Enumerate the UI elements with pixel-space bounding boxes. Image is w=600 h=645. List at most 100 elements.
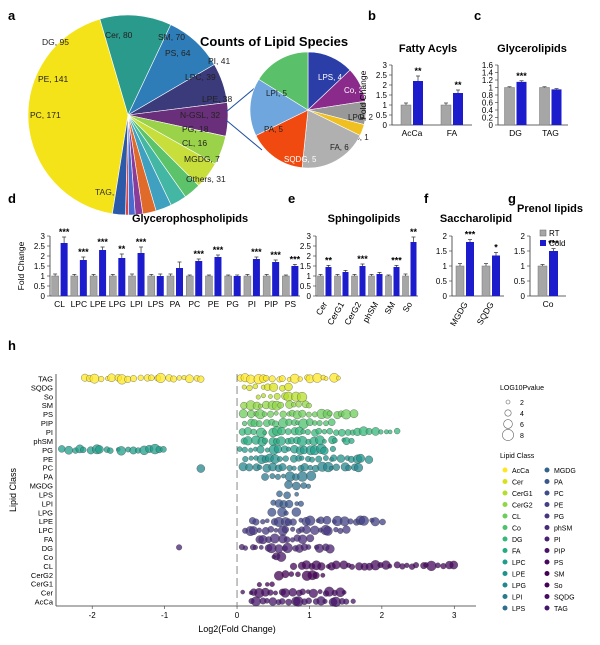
y-tick-label: 0	[521, 292, 526, 301]
category-label: PC	[188, 299, 200, 309]
class-legend-dot	[544, 490, 550, 496]
bubble	[258, 545, 264, 550]
bubble	[124, 375, 132, 383]
bubble	[349, 563, 355, 570]
y-category-label: Co	[43, 553, 53, 562]
bar-cold	[413, 81, 423, 125]
bubble	[276, 436, 286, 446]
bar-cold	[549, 251, 558, 296]
bubble	[89, 373, 100, 384]
class-legend-dot	[502, 467, 508, 473]
y-axis-label: Lipid Class	[8, 467, 18, 512]
bubble	[272, 420, 279, 428]
bubble	[289, 518, 297, 526]
y-category-label: PA	[44, 473, 53, 482]
sig-marker: ***	[516, 71, 527, 81]
class-legend-label: PC	[554, 491, 564, 498]
bubble	[297, 534, 308, 544]
bubble	[262, 430, 267, 435]
bar-title-d: Glycerophospholipids	[132, 213, 248, 225]
bubble	[252, 518, 260, 526]
sig-marker: ***	[357, 254, 368, 264]
bubble	[197, 375, 205, 383]
inset-slice-label: FA, 6	[330, 143, 349, 152]
bubble	[291, 465, 297, 471]
bubble	[330, 454, 338, 462]
class-legend-dot	[544, 582, 550, 588]
class-legend-label: CL	[512, 514, 521, 521]
y-category-label: PG	[42, 446, 53, 455]
bubble	[326, 410, 333, 417]
class-legend-label: AcCa	[512, 468, 529, 475]
bar-rt	[440, 104, 452, 126]
bubble	[435, 562, 441, 569]
category-label: MGDG	[448, 300, 470, 328]
pie-title: Counts of Lipid Species	[200, 34, 348, 49]
bubble	[176, 375, 182, 381]
bubble	[322, 439, 327, 444]
sig-marker: ***	[193, 249, 204, 259]
bubble	[278, 463, 287, 471]
class-legend-dot	[544, 479, 550, 484]
bubble	[273, 393, 281, 400]
bubble	[252, 383, 259, 390]
sig-marker: **	[118, 244, 126, 254]
bubble	[300, 482, 307, 489]
bubble	[268, 375, 276, 383]
bubble	[261, 437, 269, 444]
bubble	[291, 401, 297, 408]
class-legend-label: LPC	[512, 560, 526, 567]
panel-letter-c: c	[474, 8, 481, 23]
bubble	[257, 464, 263, 470]
legend-swatch-rt	[539, 229, 547, 237]
size-legend-label: 8	[520, 433, 524, 440]
bubble	[309, 456, 315, 463]
y-tick-label: 2	[443, 232, 448, 241]
bubble	[336, 375, 341, 381]
bubble	[283, 491, 291, 499]
bubble	[64, 445, 74, 455]
category-label: SM	[382, 300, 397, 316]
bar-cold	[342, 272, 349, 296]
bubble	[269, 473, 276, 479]
class-legend-dot	[544, 548, 550, 553]
category-label: LPG	[109, 299, 126, 309]
category-label: FA	[447, 128, 458, 138]
bubble	[328, 466, 334, 471]
category-label: LPI	[130, 299, 143, 309]
bubble	[312, 411, 318, 418]
bar-rt	[128, 275, 136, 297]
bar-rt	[539, 87, 550, 126]
bar-title-g: Prenol lipids	[517, 203, 583, 215]
bubble	[322, 516, 332, 525]
bubble	[345, 464, 352, 471]
category-label: CL	[54, 299, 65, 309]
y-tick-label: 0.5	[514, 277, 526, 286]
bubble	[246, 374, 256, 384]
panel-letter-b: b	[368, 8, 376, 23]
sig-marker: ***	[251, 247, 262, 257]
bubble	[248, 447, 254, 453]
size-legend-title: LOG10Pvalue	[500, 385, 544, 392]
bubble	[275, 473, 281, 480]
y-tick-label: 1.2	[482, 76, 494, 85]
bar-rt	[385, 275, 392, 297]
y-category-label: PIP	[41, 419, 53, 428]
pie-slice	[27, 18, 129, 215]
pie-slice-label: MGDG, 7	[184, 154, 220, 164]
bubble	[332, 437, 338, 444]
size-legend-circle	[505, 399, 511, 405]
y-tick-label: 0	[489, 121, 494, 130]
class-legend-dot	[502, 479, 508, 484]
class-legend-dot	[502, 594, 508, 599]
bubble	[304, 429, 311, 435]
bubble	[148, 374, 155, 381]
bubble	[297, 500, 304, 507]
class-legend-label: PIP	[554, 549, 566, 556]
y-tick-label: 1.6	[482, 61, 494, 70]
class-legend-dot	[544, 525, 550, 530]
bubble	[387, 429, 393, 435]
panel-letter-a: a	[8, 8, 16, 23]
class-legend-label: MGDG	[554, 468, 576, 475]
